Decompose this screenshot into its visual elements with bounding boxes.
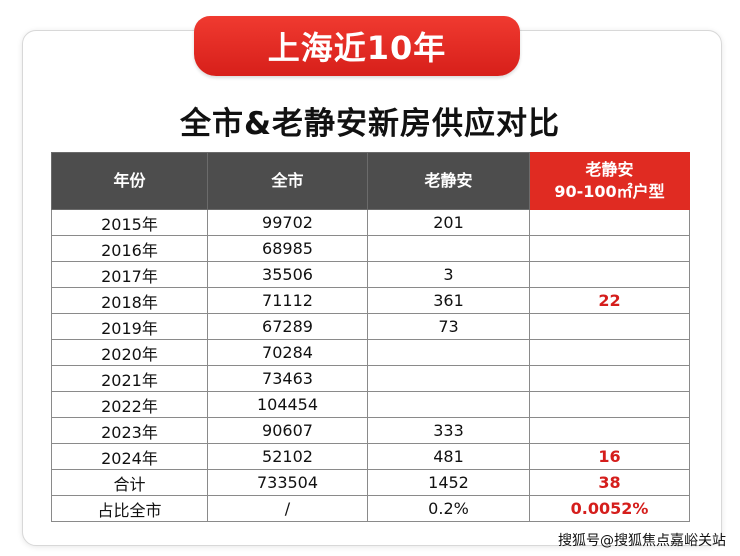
cell-year: 2021年 [51,365,208,392]
cell-old-jingan-90-100 [529,391,690,418]
cell-citywide: 70284 [207,339,368,366]
header-highlight-line1: 老静安 [585,160,634,179]
table-row: 2016年 68985 [51,235,690,262]
cell-citywide: 68985 [207,235,368,262]
cell-citywide: 733504 [207,469,368,496]
cell-citywide: 71112 [207,287,368,314]
header-old-jingan: 老静安 [367,152,530,210]
table-row: 2020年 70284 [51,339,690,366]
cell-old-jingan-90-100: 0.0052% [529,495,690,522]
cell-old-jingan-90-100 [529,313,690,340]
cell-year: 2018年 [51,287,208,314]
cell-old-jingan [367,339,530,366]
table-row: 2023年 90607 333 [51,417,690,444]
table-header-row: 年份 全市 老静安 老静安 90-100㎡户型 [51,152,690,210]
header-old-jingan-90-100: 老静安 90-100㎡户型 [529,152,690,210]
cell-citywide: 99702 [207,209,368,236]
cell-old-jingan: 361 [367,287,530,314]
table-row: 2021年 73463 [51,365,690,392]
cell-old-jingan-90-100: 22 [529,287,690,314]
cell-old-jingan: 333 [367,417,530,444]
cell-old-jingan [367,365,530,392]
watermark: 搜狐号@搜狐焦点嘉峪关站 [558,533,726,549]
cell-old-jingan: 0.2% [367,495,530,522]
cell-old-jingan-90-100 [529,417,690,444]
cell-year: 2016年 [51,235,208,262]
supply-table: 年份 全市 老静安 老静安 90-100㎡户型 2015年 99702 201 201… [51,152,690,522]
cell-old-jingan-90-100: 38 [529,469,690,496]
table-row: 2022年 104454 [51,391,690,418]
table-row: 2018年 71112 361 22 [51,287,690,314]
page-title: 全市&老静安新房供应对比 [179,106,561,142]
cell-citywide: 90607 [207,417,368,444]
cell-citywide: 104454 [207,391,368,418]
cell-citywide: 67289 [207,313,368,340]
table-row: 2024年 52102 481 16 [51,443,690,470]
cell-old-jingan: 481 [367,443,530,470]
header-highlight-line2: 90-100㎡户型 [554,182,665,201]
table-row: 2019年 67289 73 [51,313,690,340]
cell-old-jingan: 3 [367,261,530,288]
cell-old-jingan [367,235,530,262]
cell-old-jingan-90-100 [529,261,690,288]
cell-old-jingan-90-100 [529,339,690,366]
cell-citywide: / [207,495,368,522]
cell-year: 2017年 [51,261,208,288]
header-year: 年份 [51,152,208,210]
cell-old-jingan-90-100 [529,235,690,262]
table-row: 2015年 99702 201 [51,209,690,236]
cell-year: 合计 [51,469,208,496]
cell-citywide: 73463 [207,365,368,392]
header-citywide: 全市 [207,152,368,210]
cell-old-jingan-90-100 [529,209,690,236]
cell-old-jingan: 201 [367,209,530,236]
banner-title: 上海近10年 [194,16,520,76]
cell-citywide: 52102 [207,443,368,470]
cell-year: 2023年 [51,417,208,444]
cell-year: 2019年 [51,313,208,340]
cell-year: 2015年 [51,209,208,236]
cell-old-jingan-90-100 [529,365,690,392]
table-row: 占比全市/0.2% 0.0052% [51,495,690,522]
cell-year: 占比全市 [51,495,208,522]
cell-year: 2024年 [51,443,208,470]
cell-year: 2020年 [51,339,208,366]
cell-citywide: 35506 [207,261,368,288]
cell-year: 2022年 [51,391,208,418]
cell-old-jingan-90-100: 16 [529,443,690,470]
cell-old-jingan: 73 [367,313,530,340]
table-row: 合计 733504 1452 38 [51,469,690,496]
table-row: 2017年 35506 3 [51,261,690,288]
cell-old-jingan [367,391,530,418]
cell-old-jingan: 1452 [367,469,530,496]
